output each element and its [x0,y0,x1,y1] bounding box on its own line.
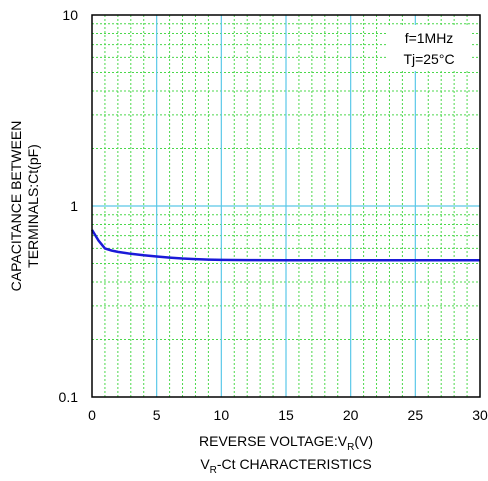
y-axis-label-line2: TERMINALS:Ct(pF) [25,144,41,268]
x-axis-label-main: REVERSE VOLTAGE:V [199,433,348,449]
x-axis-label-unit: (V) [354,433,373,449]
chart-caption: VR-Ct CHARACTERISTICS [200,456,371,476]
x-tick-label: 25 [408,407,424,423]
x-tick-label: 15 [278,407,294,423]
x-tick-labels: 0 5 10 15 20 25 30 [88,407,488,423]
caption-subscript: R [210,465,217,476]
major-grid [92,15,480,397]
annotation-box [388,25,470,71]
series-line [90,229,480,262]
y-tick-label: 10 [62,7,78,23]
y-tick-label: 0.1 [59,389,79,405]
y-tick-label: 1 [70,198,78,214]
y-tick-labels: 0.1 1 10 [59,7,79,405]
x-tick-label: 10 [214,407,230,423]
x-tick-label: 0 [88,407,96,423]
annotation-frequency: f=1MHz [405,30,454,46]
annotation-temperature: Tj=25°C [403,51,454,67]
x-tick-label: 5 [153,407,161,423]
x-tick-label: 30 [472,407,488,423]
caption-main: V [200,456,210,472]
x-axis-label-subscript: R [347,442,354,453]
x-axis-label: REVERSE VOLTAGE:VR(V) [199,433,373,453]
plot-frame [91,14,481,398]
caption-tail: -Ct CHARACTERISTICS [217,456,372,472]
x-tick-label: 20 [343,407,359,423]
y-axis-label-line1: CAPACITANCE BETWEEN [8,121,24,292]
